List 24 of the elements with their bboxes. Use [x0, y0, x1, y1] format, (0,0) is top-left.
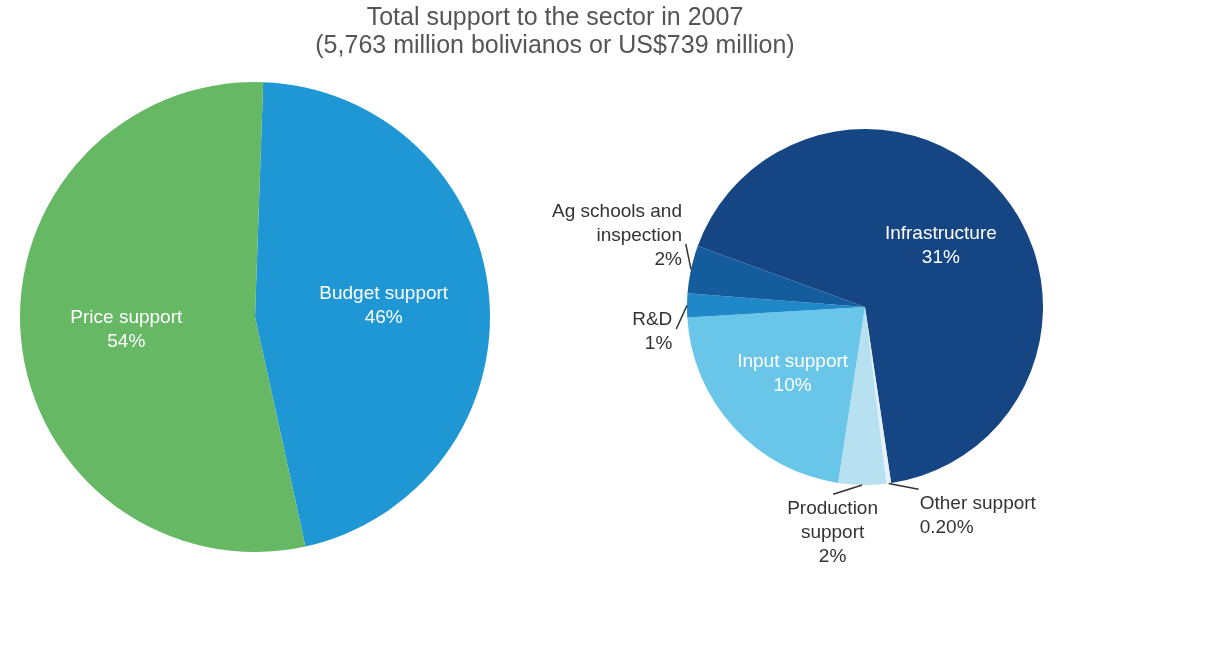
data-label: 0.20% — [919, 515, 974, 537]
slice-label: Input support — [737, 349, 849, 371]
pie-slice — [865, 307, 892, 484]
pie-slice — [687, 307, 865, 483]
data-label: 54% — [107, 329, 146, 351]
data-label: 1% — [644, 331, 673, 353]
data-label: 31% — [921, 246, 960, 268]
data-label: 10% — [773, 373, 812, 395]
pie-slice — [687, 246, 865, 307]
data-label: 2% — [654, 247, 683, 269]
data-label: 46% — [364, 306, 403, 328]
slice-label: Ag schools and inspection — [552, 199, 682, 245]
text: Total support to the sector in 2007 — [366, 2, 744, 30]
pie-slice — [255, 82, 490, 547]
slice-label: Other support — [919, 491, 1037, 513]
slice-label: R&D — [632, 307, 673, 329]
slice-label: Infrastructure — [884, 222, 997, 244]
slice-label: Price support — [70, 305, 183, 327]
slice-label: Production support — [787, 496, 878, 542]
pie-slice — [20, 82, 306, 552]
slice-label: Budget support — [319, 282, 449, 304]
text: (5,763 million bolivianos or US$739 million) — [315, 30, 795, 58]
data-label: 2% — [818, 544, 847, 566]
pie-slice — [697, 129, 1043, 484]
